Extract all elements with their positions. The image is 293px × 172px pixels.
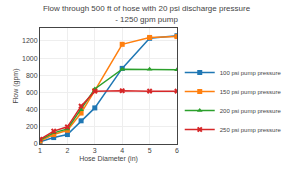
svg-text:2: 2 xyxy=(65,147,69,154)
svg-text:4: 4 xyxy=(120,147,124,154)
svg-text:200: 200 xyxy=(26,123,38,130)
svg-text:3: 3 xyxy=(93,147,97,154)
svg-text:800: 800 xyxy=(26,72,38,79)
svg-text:250 psi pump pressure: 250 psi pump pressure xyxy=(220,127,282,133)
svg-text:Hose Diameter (in): Hose Diameter (in) xyxy=(79,155,138,163)
svg-text:Flow through 500 ft of hose wi: Flow through 500 ft of hose with 20 psi … xyxy=(43,4,251,23)
svg-text:Flow (gpm): Flow (gpm) xyxy=(12,68,20,103)
svg-text:100 psi pump pressure: 100 psi pump pressure xyxy=(220,70,282,76)
svg-text:6: 6 xyxy=(175,147,179,154)
svg-text:1: 1 xyxy=(38,147,42,154)
svg-text:200 psi pump pressure: 200 psi pump pressure xyxy=(220,108,282,114)
svg-text:0: 0 xyxy=(34,140,38,147)
svg-text:400: 400 xyxy=(26,106,38,113)
svg-text:5: 5 xyxy=(148,147,152,154)
svg-text:600: 600 xyxy=(26,89,38,96)
svg-text:150 psi pump pressure: 150 psi pump pressure xyxy=(220,89,282,95)
svg-text:1000: 1000 xyxy=(22,55,38,62)
svg-text:1200: 1200 xyxy=(22,37,38,44)
